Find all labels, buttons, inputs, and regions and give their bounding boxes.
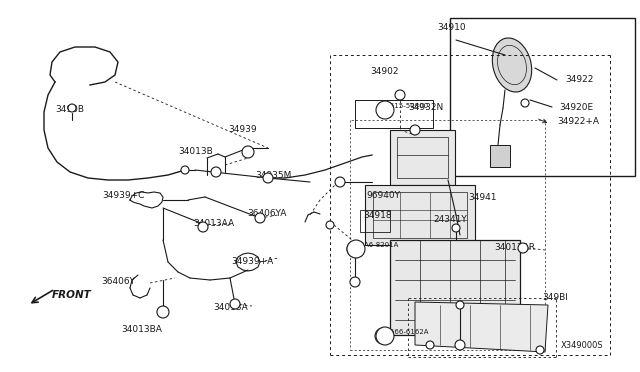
Circle shape — [347, 241, 363, 257]
Bar — [365, 185, 475, 245]
Text: 96940Y: 96940Y — [366, 192, 400, 201]
Circle shape — [455, 340, 465, 350]
Text: 34939+A: 34939+A — [231, 257, 273, 266]
Circle shape — [521, 99, 529, 107]
Bar — [450, 18, 635, 176]
Text: 34013AA: 34013AA — [193, 219, 234, 228]
Text: 34922+A: 34922+A — [557, 116, 599, 125]
Text: B: B — [353, 244, 359, 253]
Circle shape — [395, 90, 405, 100]
Bar — [397, 137, 448, 178]
Circle shape — [326, 221, 334, 229]
Text: 349BI: 349BI — [542, 294, 568, 302]
Text: 34935M: 34935M — [255, 170, 291, 180]
Text: S: S — [382, 331, 388, 340]
Circle shape — [198, 222, 208, 232]
Ellipse shape — [492, 38, 532, 92]
Bar — [390, 240, 520, 335]
Circle shape — [230, 299, 240, 309]
Text: X349000S: X349000S — [561, 340, 604, 350]
Bar — [373, 192, 467, 238]
Text: 34013A: 34013A — [213, 304, 248, 312]
Text: S: S — [382, 106, 388, 115]
Bar — [360, 210, 390, 232]
Circle shape — [376, 101, 394, 119]
Text: 34910: 34910 — [437, 23, 466, 32]
Text: 08IA6-8201A
(4): 08IA6-8201A (4) — [353, 242, 398, 256]
Circle shape — [536, 346, 544, 354]
Circle shape — [350, 277, 360, 287]
Circle shape — [181, 166, 189, 174]
Bar — [355, 100, 433, 128]
Text: 34922: 34922 — [565, 76, 593, 84]
Polygon shape — [415, 302, 548, 352]
Circle shape — [255, 213, 265, 223]
Text: 34902: 34902 — [370, 67, 399, 77]
Circle shape — [347, 240, 365, 258]
Circle shape — [211, 167, 221, 177]
Circle shape — [410, 125, 420, 135]
Circle shape — [376, 327, 394, 345]
Circle shape — [518, 243, 528, 253]
Circle shape — [426, 341, 434, 349]
Text: 34918: 34918 — [363, 211, 392, 219]
Circle shape — [242, 146, 254, 158]
Text: 34939+C: 34939+C — [102, 192, 145, 201]
Circle shape — [157, 306, 169, 318]
Circle shape — [68, 104, 76, 112]
Text: 34013AR: 34013AR — [494, 243, 535, 251]
Bar — [390, 130, 455, 185]
Circle shape — [335, 177, 345, 187]
Text: FRONT: FRONT — [52, 290, 92, 300]
Text: 36406Y: 36406Y — [101, 278, 135, 286]
Text: 36406YA: 36406YA — [247, 208, 286, 218]
Text: 34932N: 34932N — [408, 103, 444, 112]
Circle shape — [375, 328, 391, 344]
Text: 34941: 34941 — [468, 192, 497, 202]
Text: 08515-50800
(2): 08515-50800 (2) — [382, 103, 429, 117]
Circle shape — [456, 301, 464, 309]
Text: 34920E: 34920E — [559, 103, 593, 112]
Text: 3490B: 3490B — [55, 106, 84, 115]
Text: 34939: 34939 — [228, 125, 257, 135]
Text: 34013BA: 34013BA — [121, 326, 162, 334]
Text: 34013B: 34013B — [178, 148, 212, 157]
Circle shape — [452, 224, 460, 232]
Text: 24341Y: 24341Y — [433, 215, 467, 224]
Bar — [490, 145, 510, 167]
Text: 08566-6162A
(4): 08566-6162A (4) — [382, 329, 429, 343]
Circle shape — [263, 173, 273, 183]
